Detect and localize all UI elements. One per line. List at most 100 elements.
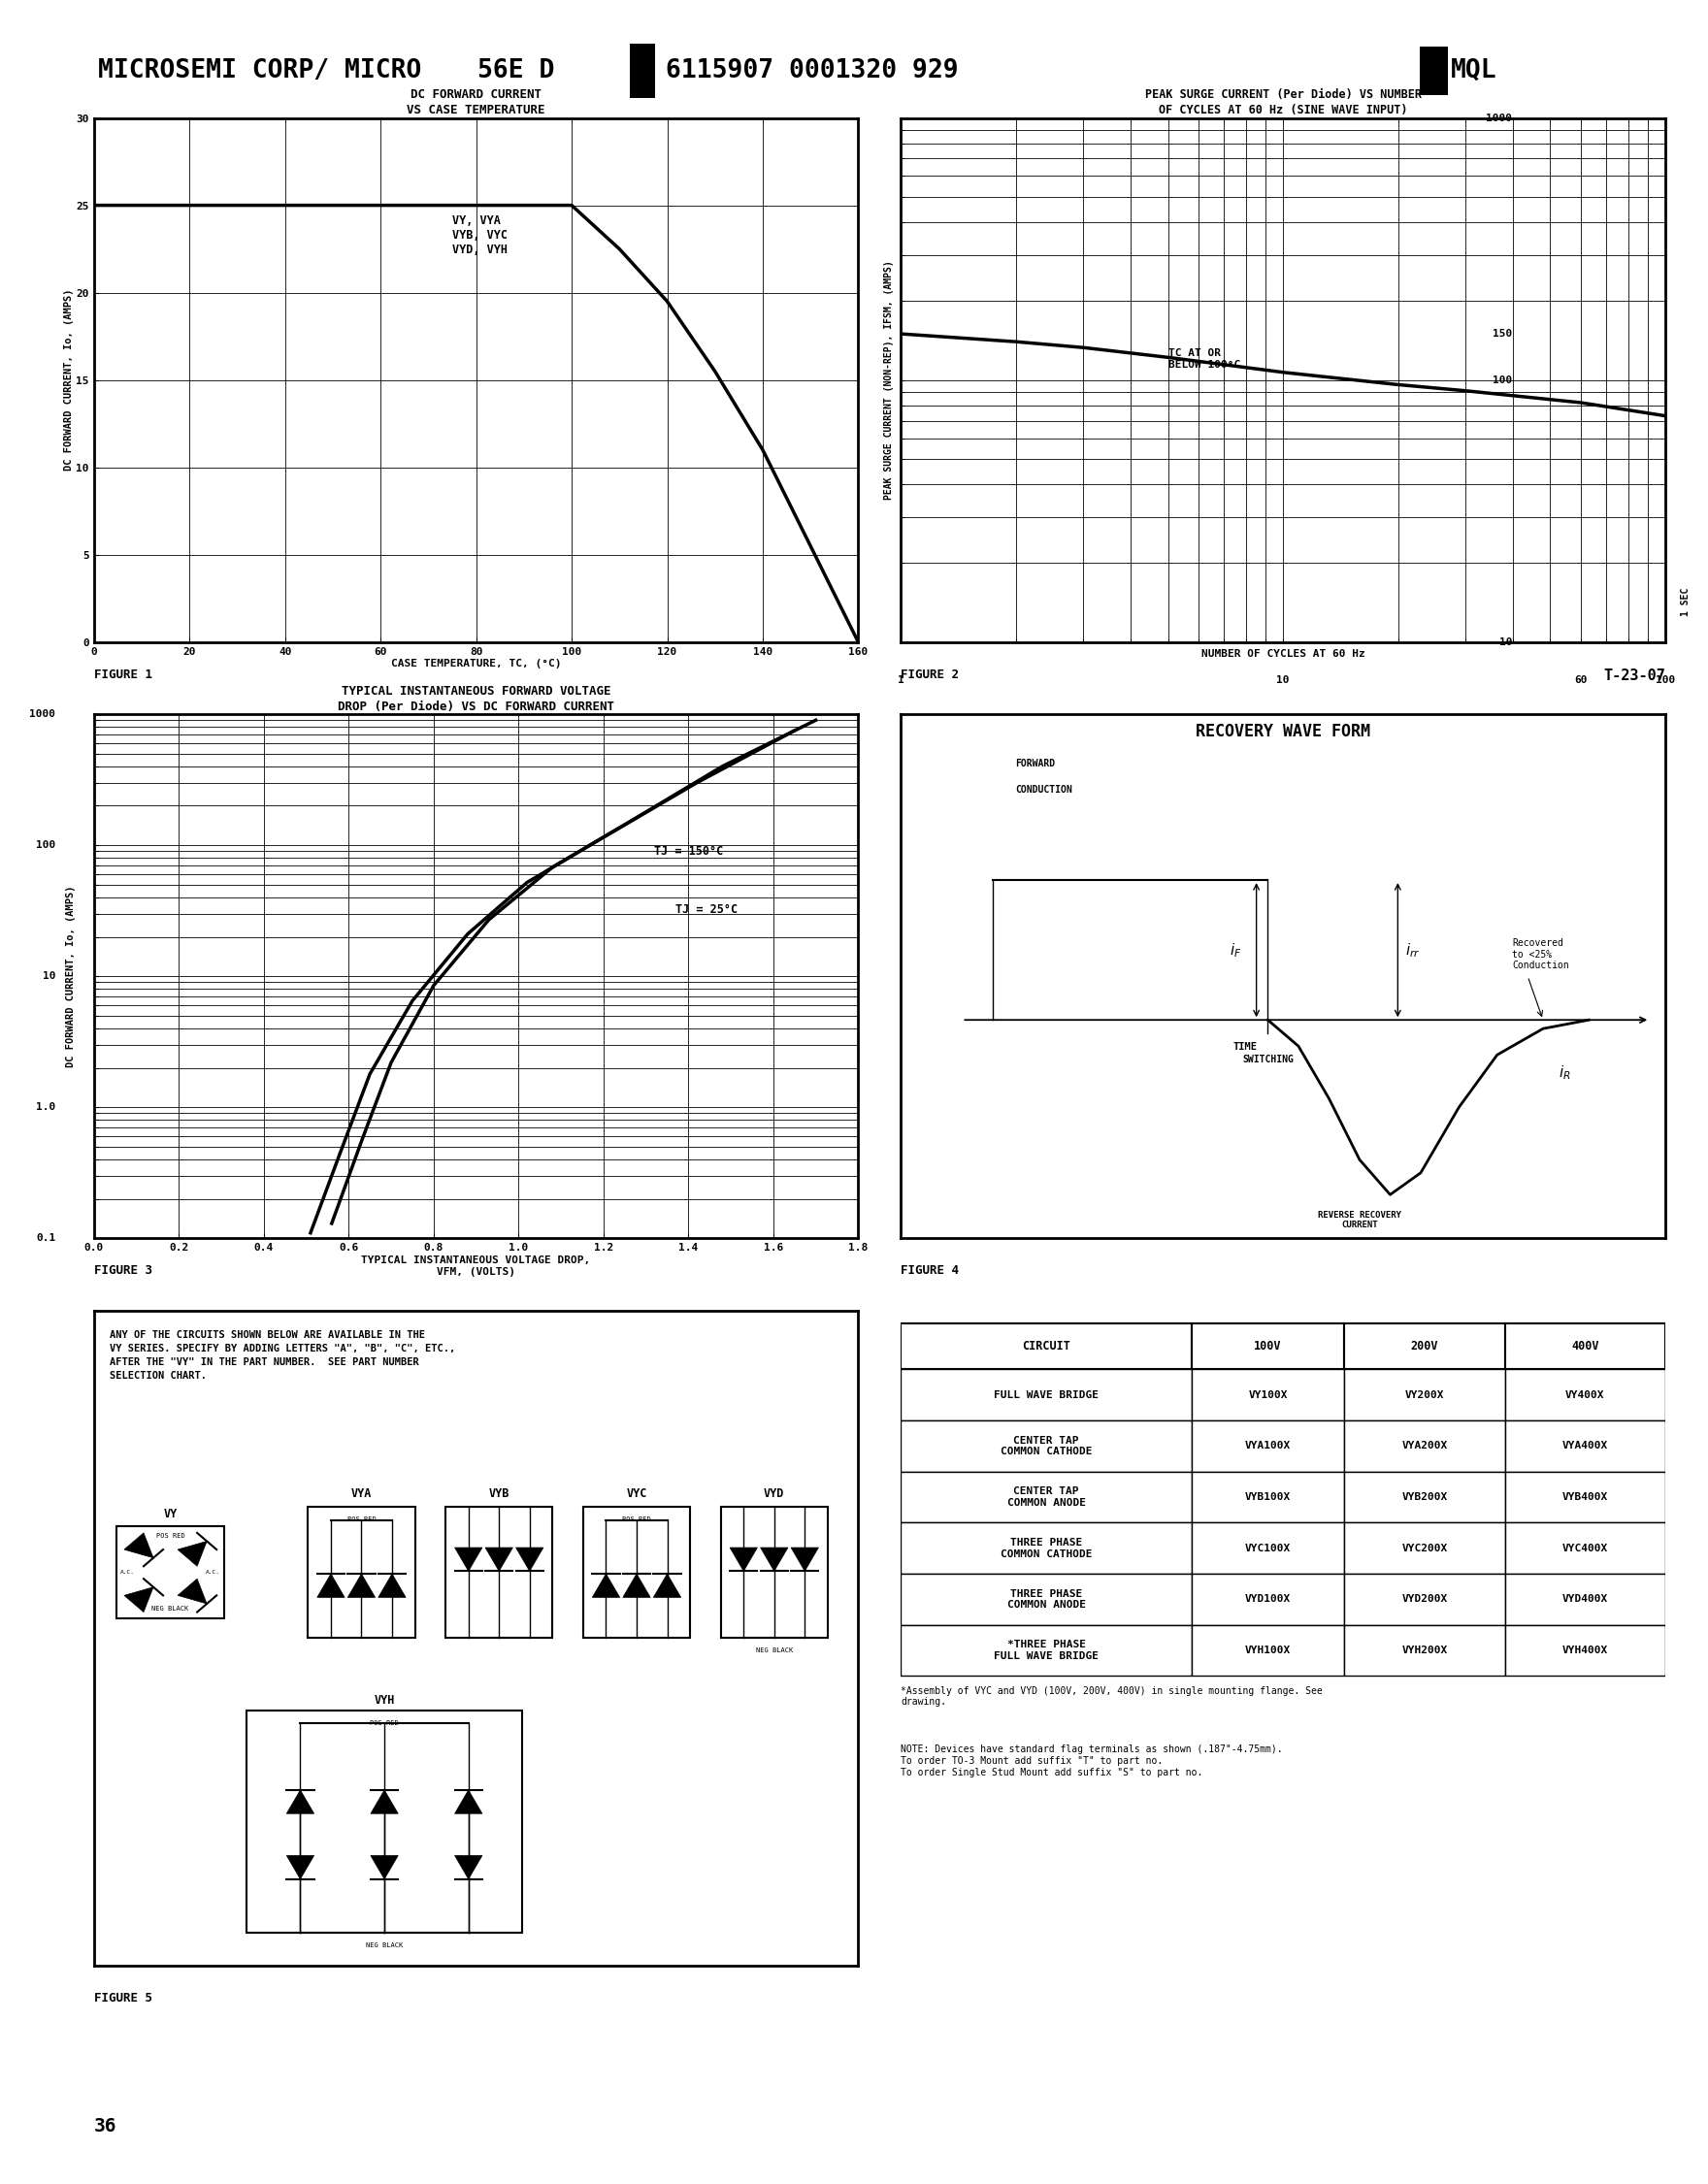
- Text: VYD200X: VYD200X: [1402, 1594, 1447, 1605]
- Text: VY400X: VY400X: [1566, 1389, 1606, 1400]
- Bar: [902, 1625, 1192, 1675]
- Text: FORWARD: FORWARD: [1016, 758, 1056, 769]
- Polygon shape: [125, 1588, 154, 1612]
- Text: $i_{rr}$: $i_{rr}$: [1406, 941, 1421, 959]
- Bar: [307, 1507, 415, 1638]
- Bar: [446, 1507, 553, 1638]
- Bar: [1192, 1472, 1344, 1522]
- Text: VYD400X: VYD400X: [1563, 1594, 1607, 1605]
- Text: VY: VY: [164, 1507, 178, 1520]
- Text: REVERSE RECOVERY
CURRENT: REVERSE RECOVERY CURRENT: [1319, 1210, 1401, 1230]
- Text: 100: 100: [1655, 675, 1676, 684]
- Polygon shape: [729, 1548, 757, 1570]
- Polygon shape: [348, 1575, 376, 1597]
- Text: VYC400X: VYC400X: [1563, 1544, 1607, 1553]
- Polygon shape: [318, 1575, 345, 1597]
- Bar: [1505, 1625, 1665, 1675]
- Text: 6115907 0001320 929: 6115907 0001320 929: [666, 59, 958, 83]
- Text: 200V: 200V: [1411, 1341, 1438, 1352]
- Text: VY200X: VY200X: [1406, 1389, 1445, 1400]
- Bar: [1192, 1522, 1344, 1575]
- Bar: [1505, 1472, 1665, 1522]
- Text: CENTER TAP
COMMON CATHODE: CENTER TAP COMMON CATHODE: [1001, 1435, 1091, 1457]
- Text: 1000: 1000: [29, 710, 56, 719]
- Text: TJ = 25°C: TJ = 25°C: [676, 904, 738, 917]
- Text: SWITCHING: SWITCHING: [1242, 1055, 1293, 1064]
- Text: POS RED: POS RED: [155, 1533, 184, 1540]
- Polygon shape: [791, 1548, 818, 1570]
- Polygon shape: [454, 1856, 482, 1878]
- Bar: [1344, 1420, 1505, 1472]
- Bar: [902, 1472, 1192, 1522]
- Text: NOTE: Devices have standard flag terminals as shown (.187"-4.75mm).
To order TO-: NOTE: Devices have standard flag termina…: [902, 1745, 1283, 1778]
- Bar: [902, 1369, 1192, 1420]
- Text: 100: 100: [36, 841, 56, 850]
- Text: TIME: TIME: [1233, 1042, 1257, 1051]
- Bar: [1344, 1324, 1505, 1369]
- Text: NEG BLACK: NEG BLACK: [755, 1649, 793, 1653]
- Bar: [1192, 1625, 1344, 1675]
- Text: FIGURE 4: FIGURE 4: [902, 1265, 960, 1278]
- Text: TC AT OR
BELOW 100°C: TC AT OR BELOW 100°C: [1168, 349, 1240, 369]
- Text: A.C.: A.C.: [205, 1570, 220, 1575]
- Bar: [902, 1522, 1192, 1575]
- Text: TJ = 150°C: TJ = 150°C: [654, 845, 724, 858]
- Text: FIGURE 3: FIGURE 3: [94, 1265, 152, 1278]
- Text: 1: 1: [898, 675, 904, 684]
- Text: VYA100X: VYA100X: [1245, 1441, 1291, 1450]
- Text: FIGURE 2: FIGURE 2: [902, 668, 960, 681]
- Text: 150: 150: [1493, 330, 1513, 339]
- Text: 10: 10: [1276, 675, 1290, 684]
- Text: VYH200X: VYH200X: [1402, 1645, 1447, 1655]
- Bar: [116, 1527, 224, 1618]
- Bar: [1344, 1369, 1505, 1420]
- Text: VYA400X: VYA400X: [1563, 1441, 1607, 1450]
- Text: 10: 10: [1500, 638, 1513, 646]
- Text: VYC100X: VYC100X: [1245, 1544, 1291, 1553]
- Text: $i_R$: $i_R$: [1558, 1064, 1571, 1081]
- Text: POS RED: POS RED: [622, 1518, 651, 1522]
- Bar: [582, 1507, 690, 1638]
- Bar: [1505, 1575, 1665, 1625]
- Title: PEAK SURGE CURRENT (Per Diode) VS NUMBER
OF CYCLES AT 60 Hz (SINE WAVE INPUT): PEAK SURGE CURRENT (Per Diode) VS NUMBER…: [1144, 90, 1421, 116]
- Bar: [1344, 1625, 1505, 1675]
- Bar: [1344, 1472, 1505, 1522]
- Polygon shape: [516, 1548, 543, 1570]
- Text: VYA: VYA: [352, 1487, 372, 1500]
- Bar: [1505, 1324, 1665, 1369]
- Text: MQL: MQL: [1452, 59, 1498, 83]
- X-axis label: TYPICAL INSTANTANEOUS VOLTAGE DROP,
VFM, (VOLTS): TYPICAL INSTANTANEOUS VOLTAGE DROP, VFM,…: [362, 1256, 591, 1275]
- Text: VYC: VYC: [627, 1487, 647, 1500]
- Text: ANY OF THE CIRCUITS SHOWN BELOW ARE AVAILABLE IN THE
VY SERIES. SPECIFY BY ADDIN: ANY OF THE CIRCUITS SHOWN BELOW ARE AVAI…: [109, 1330, 454, 1380]
- Bar: [1505, 1420, 1665, 1472]
- Text: VYD100X: VYD100X: [1245, 1594, 1291, 1605]
- Text: 1.0: 1.0: [36, 1103, 56, 1112]
- Text: VYH400X: VYH400X: [1563, 1645, 1607, 1655]
- Text: VYA200X: VYA200X: [1402, 1441, 1447, 1450]
- Polygon shape: [454, 1548, 482, 1570]
- Title: DC FORWARD CURRENT
VS CASE TEMPERATURE: DC FORWARD CURRENT VS CASE TEMPERATURE: [407, 90, 545, 116]
- Text: Recovered
to <25%
Conduction: Recovered to <25% Conduction: [1513, 939, 1570, 970]
- Text: 400V: 400V: [1571, 1341, 1599, 1352]
- Text: A.C.: A.C.: [121, 1570, 135, 1575]
- Bar: [248, 1710, 523, 1933]
- Text: VYD: VYD: [763, 1487, 784, 1500]
- Text: *Assembly of VYC and VYD (100V, 200V, 400V) in single mounting flange. See
drawi: *Assembly of VYC and VYD (100V, 200V, 40…: [902, 1686, 1324, 1706]
- Polygon shape: [593, 1575, 620, 1597]
- Text: VYB400X: VYB400X: [1563, 1492, 1607, 1503]
- Text: VY100X: VY100X: [1249, 1389, 1288, 1400]
- Text: 56E D: 56E D: [478, 59, 555, 83]
- Bar: [902, 1324, 1192, 1369]
- Text: NEG BLACK: NEG BLACK: [152, 1605, 190, 1612]
- Polygon shape: [485, 1548, 512, 1570]
- Bar: [902, 1420, 1192, 1472]
- Bar: [1192, 1324, 1344, 1369]
- Text: VYB200X: VYB200X: [1402, 1492, 1447, 1503]
- Bar: [1192, 1420, 1344, 1472]
- Bar: [1192, 1369, 1344, 1420]
- Text: T-23-07: T-23-07: [1604, 668, 1665, 684]
- Text: 1000: 1000: [1486, 114, 1513, 122]
- Text: THREE PHASE
COMMON ANODE: THREE PHASE COMMON ANODE: [1008, 1590, 1086, 1610]
- Bar: [1344, 1575, 1505, 1625]
- Polygon shape: [287, 1856, 314, 1878]
